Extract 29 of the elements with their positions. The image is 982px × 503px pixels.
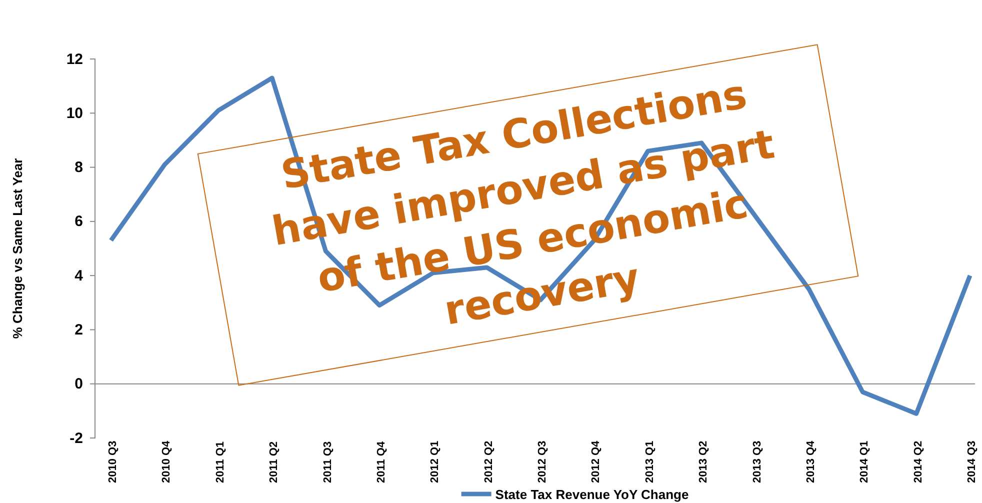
x-tick-label: 2012 Q1	[429, 440, 442, 483]
y-axis-title: % Change vs Same Last Year	[10, 158, 25, 339]
y-tick-label: 0	[74, 376, 83, 393]
annotation: State Tax Collections have improved as part of the US economic recovery	[197, 44, 859, 386]
x-tick-label: 2013 Q1	[644, 440, 656, 483]
x-tick-label: 2012 Q4	[590, 440, 602, 483]
line-series	[108, 76, 972, 416]
y-tick-label: 6	[74, 213, 83, 230]
x-tick-label: 2010 Q4	[160, 440, 173, 483]
y-tick-label: 2	[74, 322, 83, 339]
x-tick-label: 2013 Q2	[698, 440, 710, 483]
x-tick-label: 2013 Q4	[804, 440, 817, 483]
y-tick-label: 10	[66, 104, 83, 122]
y-tick-label: 8	[74, 159, 83, 176]
y-tick-label: -2	[70, 430, 83, 447]
x-tick-label: 2014 Q2	[912, 440, 924, 483]
x-tick-label: 2014 Q1	[858, 440, 871, 483]
x-tick-label: 2011 Q3	[322, 441, 334, 483]
x-tick-label: 2011 Q4	[375, 440, 388, 483]
x-tick-label: 2012 Q2	[482, 440, 495, 483]
x-tick-label: 2010 Q3	[107, 440, 119, 483]
x-tick-label: 2014 Q3	[966, 440, 978, 483]
x-tick-label: 2012 Q3	[536, 440, 548, 483]
y-tick-label: 12	[66, 50, 83, 68]
legend-label: State Tax Revenue YoY Change	[495, 487, 689, 502]
x-tick-label: 2011 Q2	[268, 441, 280, 483]
y-tick-label: 4	[74, 267, 84, 284]
x-tick-label: 2011 Q1	[214, 441, 226, 483]
x-tick-label: 2013 Q3	[751, 440, 764, 483]
